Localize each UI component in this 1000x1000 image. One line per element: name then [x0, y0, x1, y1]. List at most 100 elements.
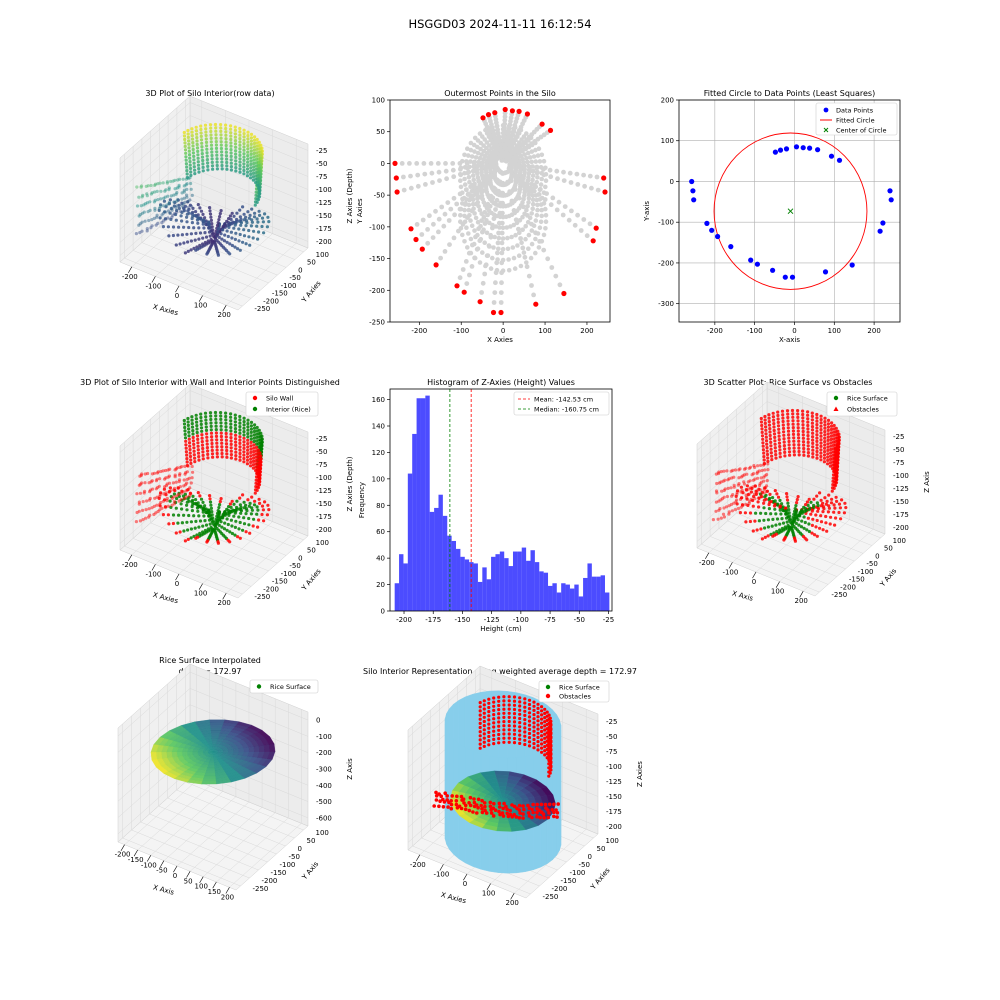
data-point-gray: [538, 219, 544, 225]
data-point-obstacle: [482, 711, 486, 715]
y-tick-label: 100: [661, 137, 674, 145]
data-point: [249, 450, 253, 454]
data-point-gray: [535, 169, 540, 175]
data-point: [187, 513, 191, 518]
data-point-obstacle: [482, 801, 487, 805]
data-point: [832, 469, 837, 473]
data-point: [760, 427, 764, 431]
y-tick-label: -300: [658, 300, 674, 308]
data-point-gray: [523, 223, 528, 229]
data-point: [794, 504, 798, 508]
data-point: [238, 133, 242, 137]
data-point-gray: [500, 236, 506, 241]
data-point: [754, 511, 758, 515]
data-point: [255, 512, 259, 516]
data-point: [230, 236, 234, 240]
data-point: [824, 502, 829, 506]
data-point: [244, 530, 248, 534]
histogram-bar: [399, 554, 404, 611]
data-point-gray: [539, 207, 544, 213]
data-point: [200, 141, 204, 145]
data-point-gray: [438, 255, 443, 261]
y-tick-label: 100: [606, 837, 619, 845]
data-point: [765, 442, 769, 446]
data-point: [171, 225, 176, 229]
data-point-obstacle: [478, 746, 482, 750]
data-point-gray: [521, 181, 526, 186]
data-point: [185, 470, 189, 474]
data-point-obstacle: [540, 750, 544, 754]
data-point-obstacle: [545, 756, 549, 760]
data-point-obstacle: [543, 728, 547, 732]
data-point: [216, 509, 220, 513]
data-point: [252, 215, 257, 219]
data-point: [248, 531, 252, 535]
data-point: [763, 421, 767, 425]
data-point-gray: [465, 146, 470, 151]
data-point: [711, 518, 716, 522]
data-point: [245, 174, 249, 178]
data-point: [225, 164, 229, 168]
data-point-gray: [543, 213, 549, 218]
data-point-gray: [450, 161, 456, 166]
data-point: [196, 491, 200, 495]
x-tick: [151, 276, 156, 283]
data-point: [762, 518, 766, 522]
data-point: [765, 452, 770, 457]
data-point: [190, 127, 194, 131]
data-point: [205, 540, 209, 544]
data-point-obstacle: [492, 801, 496, 806]
data-point: [763, 418, 767, 422]
data-point: [148, 200, 152, 204]
data-point-gray: [473, 215, 479, 221]
data-point-obstacle: [489, 811, 494, 815]
data-point: [158, 477, 162, 481]
data-point-gray: [414, 222, 420, 227]
data-point: [816, 503, 820, 508]
data-point-obstacle: [502, 720, 506, 724]
data-point: [196, 156, 200, 160]
chart-title: 3D Plot of Silo Interior with Wall and I…: [80, 378, 340, 387]
data-point-obstacle: [482, 703, 486, 707]
legend-box: [815, 102, 898, 136]
data-point: [195, 142, 199, 147]
data-point: [229, 124, 233, 128]
data-point: [214, 424, 218, 428]
data-point: [214, 129, 218, 133]
x-tick: [199, 876, 204, 884]
data-point: [140, 472, 144, 476]
x-axis-label: Height (cm): [480, 625, 522, 633]
histogram-bar: [495, 554, 500, 611]
legend-label: Rice Surface: [270, 683, 311, 691]
grid-x: [178, 408, 250, 575]
z-tick-label: -125: [316, 199, 332, 207]
data-point-obstacle: [549, 768, 553, 772]
data-point: [233, 139, 238, 143]
data-point-gray: [500, 268, 506, 274]
data-point: [249, 152, 253, 156]
data-point-obstacle: [543, 753, 547, 757]
y-tick-label: -150: [272, 290, 288, 298]
data-point: [206, 449, 210, 453]
data-point-gray: [437, 178, 442, 184]
data-point: [248, 243, 252, 247]
z-tick-label: -100: [893, 472, 909, 480]
data-point-obstacle: [502, 715, 506, 720]
data-point: [153, 206, 157, 210]
data-point-obstacle: [476, 797, 481, 802]
data-point-obstacle: [502, 699, 506, 703]
histogram-bar: [512, 551, 518, 611]
data-point: [214, 146, 219, 150]
data-point-obstacle: [491, 806, 496, 810]
data-point: [249, 427, 253, 431]
data-point-gray: [525, 150, 531, 156]
data-point: [244, 242, 248, 246]
data-point: [800, 508, 804, 512]
data-point: [834, 472, 838, 476]
data-point-gray: [543, 184, 548, 190]
grid-y: [762, 385, 881, 539]
data-point: [143, 219, 147, 223]
data-point-gray: [464, 159, 469, 164]
data-point-gray: [431, 221, 436, 227]
data-point: [797, 436, 801, 440]
